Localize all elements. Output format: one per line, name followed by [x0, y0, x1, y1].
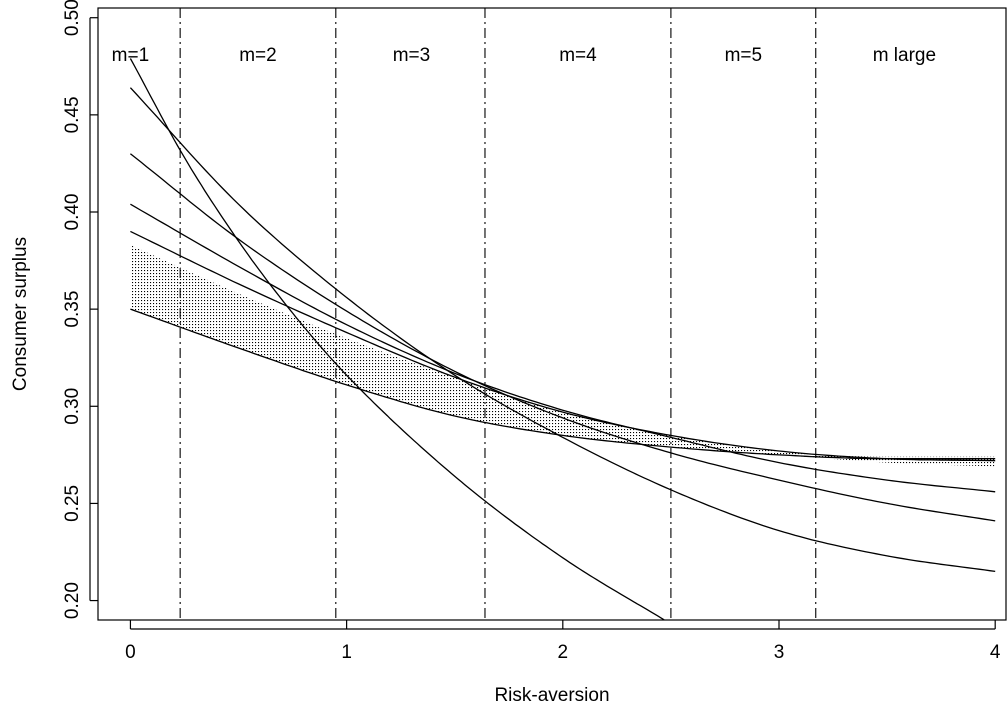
y-tick-label: 0.20 [62, 582, 83, 619]
series-line [130, 203, 996, 493]
x-tick-label: 3 [774, 642, 785, 663]
y-tick-label: 0.25 [62, 485, 83, 522]
x-tick-label: 4 [990, 642, 1001, 663]
region-label: m=5 [725, 45, 763, 66]
region-label: m large [873, 45, 936, 66]
series-line [130, 308, 996, 460]
y-tick-label: 0.50 [62, 0, 83, 36]
y-tick-label: 0.40 [62, 194, 83, 231]
y-axis-label: Consumer surplus [10, 237, 31, 391]
x-tick-label: 1 [341, 642, 352, 663]
x-tick-label: 2 [558, 642, 569, 663]
series-line [129, 58, 665, 621]
region-label: m=3 [393, 45, 431, 66]
shaded-band [130, 245, 996, 467]
region-label: m=1 [112, 45, 150, 66]
y-tick-label: 0.35 [62, 291, 83, 328]
series-line [129, 153, 996, 522]
y-tick-label: 0.45 [62, 96, 83, 133]
series-line [129, 87, 996, 573]
x-tick-label: 0 [125, 642, 136, 663]
y-tick-label: 0.30 [62, 388, 83, 425]
region-label: m=2 [239, 45, 277, 66]
series-line [130, 230, 996, 462]
x-axis-label: Risk-aversion [494, 685, 609, 706]
region-label: m=4 [559, 45, 597, 66]
plot-frame [97, 7, 1007, 621]
